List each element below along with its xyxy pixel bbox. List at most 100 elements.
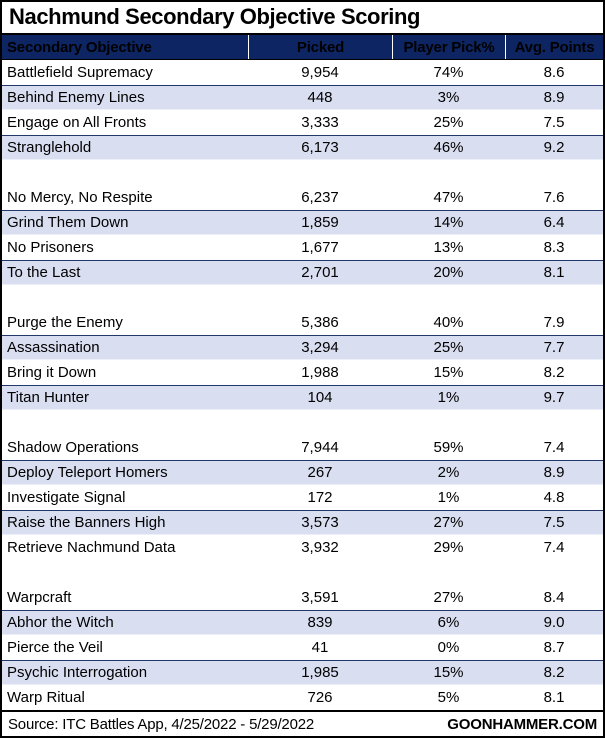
objective-cell: Retrieve Nachmund Data <box>7 539 176 556</box>
spacer-row <box>2 160 603 185</box>
pick-pct-cell: 25% <box>433 114 464 131</box>
picked-cell: 7,944 <box>301 439 339 456</box>
objective-cell: No Prisoners <box>7 239 94 256</box>
picked-cell: 1,859 <box>301 214 339 231</box>
objective-cell: Deploy Teleport Homers <box>7 464 168 481</box>
picked-cell: 6,237 <box>301 189 339 206</box>
table-row: No Mercy, No Respite 6,237 47% 7.6 <box>2 185 603 210</box>
objective-cell: Bring it Down <box>7 364 97 381</box>
pick-pct-cell: 59% <box>433 439 464 456</box>
footer-bar: Source: ITC Battles App, 4/25/2022 - 5/2… <box>2 710 603 736</box>
picked-cell: 726 <box>307 689 333 706</box>
table-row: Warpcraft 3,591 27% 8.4 <box>2 585 603 610</box>
column-header-player-pick-pct: Player Pick% <box>392 35 505 59</box>
pick-pct-cell: 27% <box>433 589 464 606</box>
objective-cell: Psychic Interrogation <box>7 664 148 681</box>
picked-cell: 41 <box>311 639 329 656</box>
objective-cell: Behind Enemy Lines <box>7 89 145 106</box>
pick-pct-cell: 3% <box>437 89 460 106</box>
table-row: Abhor the Witch 839 6% 9.0 <box>2 610 603 635</box>
table-row: Warp Ritual 726 5% 8.1 <box>2 685 603 710</box>
avg-points-cell: 7.7 <box>543 339 565 356</box>
avg-points-cell: 8.4 <box>543 589 565 606</box>
column-header-secondary-objective: Secondary Objective <box>7 38 152 56</box>
pick-pct-cell: 6% <box>437 614 460 631</box>
avg-points-cell: 9.2 <box>543 139 565 156</box>
pick-pct-cell: 27% <box>433 514 464 531</box>
avg-points-cell: 8.6 <box>543 64 565 81</box>
picked-cell: 448 <box>307 89 333 106</box>
objective-cell: Grind Them Down <box>7 214 129 231</box>
avg-points-cell: 7.9 <box>543 314 565 331</box>
table-row: Investigate Signal 172 1% 4.8 <box>2 485 603 510</box>
table-row: To the Last 2,701 20% 8.1 <box>2 260 603 285</box>
pick-pct-cell: 1% <box>437 489 460 506</box>
picked-cell: 6,173 <box>301 139 339 156</box>
pick-pct-cell: 1% <box>437 389 460 406</box>
table-header-row: Secondary Objective Picked Player Pick% … <box>2 35 603 60</box>
objective-cell: Assassination <box>7 339 100 356</box>
spacer-row <box>2 410 603 435</box>
spacer-row <box>2 560 603 585</box>
pick-pct-cell: 29% <box>433 539 464 556</box>
picked-cell: 104 <box>307 389 333 406</box>
table-row: Bring it Down 1,988 15% 8.2 <box>2 360 603 385</box>
table-row: Assassination 3,294 25% 7.7 <box>2 335 603 360</box>
pick-pct-cell: 13% <box>433 239 464 256</box>
picked-cell: 2,701 <box>301 264 339 281</box>
column-header-picked: Picked <box>248 35 392 59</box>
avg-points-cell: 8.9 <box>543 464 565 481</box>
table-row: Engage on All Fronts 3,333 25% 7.5 <box>2 110 603 135</box>
picked-cell: 3,333 <box>301 114 339 131</box>
objective-cell: Purge the Enemy <box>7 314 123 331</box>
objective-cell: To the Last <box>7 264 81 281</box>
pick-pct-cell: 0% <box>437 639 460 656</box>
objective-cell: Battlefield Supremacy <box>7 64 153 81</box>
objective-cell: Warpcraft <box>7 589 72 606</box>
picked-cell: 172 <box>307 489 333 506</box>
spacer-row <box>2 285 603 310</box>
picked-cell: 1,988 <box>301 364 339 381</box>
picked-cell: 9,954 <box>301 64 339 81</box>
avg-points-cell: 9.0 <box>543 614 565 631</box>
pick-pct-cell: 40% <box>433 314 464 331</box>
pick-pct-cell: 20% <box>433 264 464 281</box>
pick-pct-cell: 14% <box>433 214 464 231</box>
table-row: Deploy Teleport Homers 267 2% 8.9 <box>2 460 603 485</box>
source-text: Source: ITC Battles App, 4/25/2022 - 5/2… <box>8 715 315 733</box>
picked-cell: 839 <box>307 614 333 631</box>
pick-pct-cell: 25% <box>433 339 464 356</box>
avg-points-cell: 8.7 <box>543 639 565 656</box>
picked-cell: 3,932 <box>301 539 339 556</box>
page-title: Nachmund Secondary Objective Scoring <box>2 2 603 35</box>
avg-points-cell: 7.5 <box>543 514 565 531</box>
table-row: Titan Hunter 104 1% 9.7 <box>2 385 603 410</box>
pick-pct-cell: 5% <box>437 689 460 706</box>
table-row: Retrieve Nachmund Data 3,932 29% 7.4 <box>2 535 603 560</box>
picked-cell: 1,985 <box>301 664 339 681</box>
objective-cell: Raise the Banners High <box>7 514 166 531</box>
pick-pct-cell: 15% <box>433 364 464 381</box>
objective-cell: Warp Ritual <box>7 689 85 706</box>
pick-pct-cell: 74% <box>433 64 464 81</box>
table-row: Raise the Banners High 3,573 27% 7.5 <box>2 510 603 535</box>
pick-pct-cell: 2% <box>437 464 460 481</box>
table-row: Behind Enemy Lines 448 3% 8.9 <box>2 85 603 110</box>
avg-points-cell: 8.9 <box>543 89 565 106</box>
objective-cell: Shadow Operations <box>7 439 139 456</box>
objective-cell: Stranglehold <box>7 139 92 156</box>
picked-cell: 1,677 <box>301 239 339 256</box>
objective-cell: Investigate Signal <box>7 489 126 506</box>
picked-cell: 3,573 <box>301 514 339 531</box>
table-body: Battlefield Supremacy 9,954 74% 8.6 Behind E… <box>2 60 603 710</box>
table-row: Grind Them Down 1,859 14% 6.4 <box>2 210 603 235</box>
pick-pct-cell: 15% <box>433 664 464 681</box>
objective-cell: Titan Hunter <box>7 389 89 406</box>
objective-cell: No Mercy, No Respite <box>7 189 153 206</box>
avg-points-cell: 8.1 <box>543 689 565 706</box>
objective-cell: Abhor the Witch <box>7 614 114 631</box>
table-row: Shadow Operations 7,944 59% 7.4 <box>2 435 603 460</box>
picked-cell: 3,591 <box>301 589 339 606</box>
objective-cell: Pierce the Veil <box>7 639 103 656</box>
